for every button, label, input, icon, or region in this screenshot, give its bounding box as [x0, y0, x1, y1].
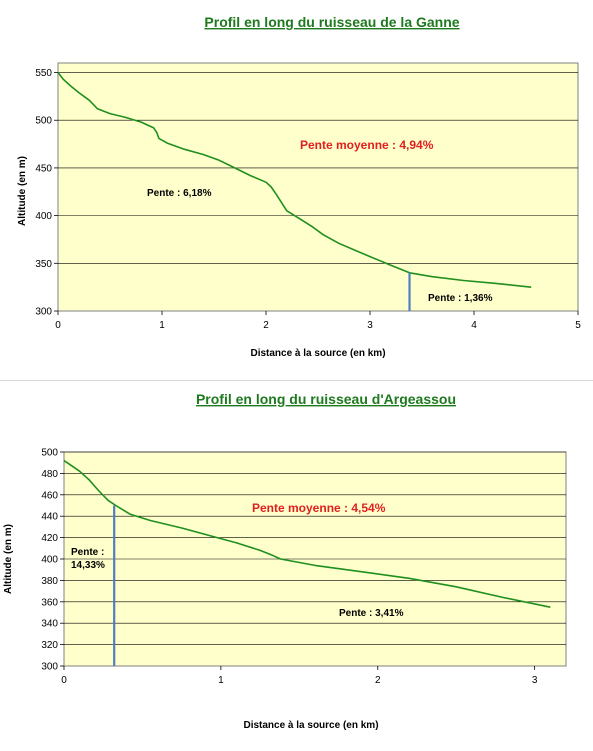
y-tick-label-320: 320 — [41, 640, 58, 651]
slope-annotation-upper-line1: Pente : — [71, 547, 104, 558]
plot-area — [57, 62, 579, 312]
series-profile — [63, 459, 551, 666]
x-tick-label-1: 1 — [218, 675, 224, 686]
x-axis-label: Distance à la source (en km) — [243, 720, 378, 731]
slope-annotation-upper: Pente : 6,18% — [147, 188, 212, 199]
y-tick-label-380: 380 — [41, 576, 58, 587]
y-tick-label-340: 340 — [41, 619, 58, 630]
chart-separator — [0, 372, 593, 380]
y-tick-label-400: 400 — [41, 555, 58, 566]
x-tick-label-2: 2 — [263, 320, 269, 331]
x-tick-label-4: 4 — [471, 320, 477, 331]
chart-argeassou: Profil en long du ruisseau d'Argeassou 3… — [3, 391, 567, 731]
y-tick-label-450: 450 — [35, 163, 52, 174]
y-tick-label-360: 360 — [41, 597, 58, 608]
y-tick-label-300: 300 — [35, 307, 52, 318]
series-profile — [57, 72, 532, 311]
x-tick-label-3: 3 — [367, 320, 373, 331]
chart-panel-ganne: Profil en long du ruisseau de la Ganne 3… — [0, 0, 593, 373]
slope-annotation-upper-line2: 14,33% — [71, 560, 105, 571]
y-tick-labels: 300 350 400 450 500 550 — [35, 68, 58, 318]
slope-annotation-lower: Pente : 3,41% — [339, 608, 404, 619]
x-tick-label-5: 5 — [575, 320, 581, 331]
y-tick-label-550: 550 — [35, 68, 52, 79]
y-axis-label: Altitude (en m) — [3, 524, 14, 594]
gridlines — [58, 72, 578, 264]
y-tick-label-440: 440 — [41, 512, 58, 523]
y-axis-label: Altitude (en m) — [17, 156, 28, 226]
chart-panel-argeassou: Profil en long du ruisseau d'Argeassou 3… — [0, 380, 593, 751]
chart-ganne: Profil en long du ruisseau de la Ganne 3… — [17, 14, 581, 359]
plot-background — [57, 62, 579, 312]
series-line-0 — [63, 459, 551, 608]
x-tick-labels: 0 1 2 3 4 5 — [55, 311, 581, 331]
y-tick-label-500: 500 — [41, 448, 58, 459]
y-tick-labels: 300 320 340 360 380 400 420 440 460 480 500 — [41, 448, 64, 673]
x-tick-label-0: 0 — [55, 320, 61, 331]
series-line-0 — [57, 72, 532, 288]
x-tick-label-2: 2 — [375, 675, 381, 686]
chart-title: Profil en long du ruisseau de la Ganne — [204, 14, 459, 30]
x-tick-label-3: 3 — [532, 675, 538, 686]
x-axis-label: Distance à la source (en km) — [250, 348, 385, 359]
y-tick-label-500: 500 — [35, 116, 52, 127]
y-tick-label-350: 350 — [35, 259, 52, 270]
y-tick-label-420: 420 — [41, 533, 58, 544]
y-tick-label-460: 460 — [41, 490, 58, 501]
x-tick-label-1: 1 — [159, 320, 165, 331]
y-tick-label-300: 300 — [41, 662, 58, 673]
y-tick-label-480: 480 — [41, 469, 58, 480]
gridlines — [64, 451, 566, 645]
mean-slope-annotation: Pente moyenne : 4,54% — [252, 501, 386, 515]
x-tick-label-0: 0 — [61, 675, 67, 686]
slope-annotation-lower: Pente : 1,36% — [428, 293, 493, 304]
mean-slope-annotation: Pente moyenne : 4,94% — [300, 138, 434, 152]
chart-title: Profil en long du ruisseau d'Argeassou — [196, 391, 456, 407]
x-tick-labels: 0 1 2 3 — [61, 666, 538, 686]
y-tick-label-400: 400 — [35, 211, 52, 222]
